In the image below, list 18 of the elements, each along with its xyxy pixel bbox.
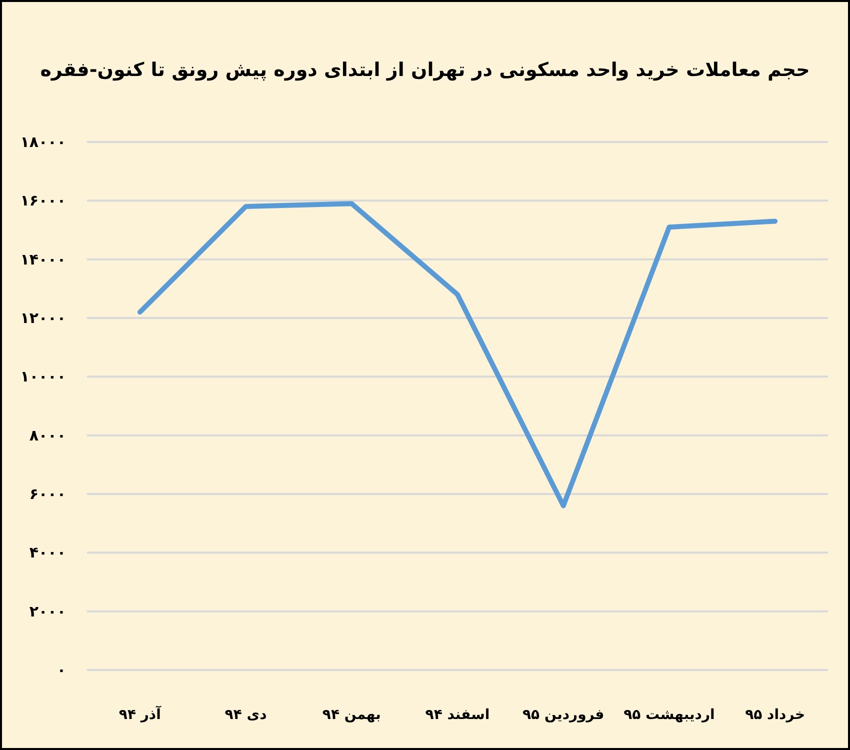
x-tick-label: اسفند ۹۴ (425, 707, 490, 723)
y-tick-label: ۴۰۰۰ (29, 544, 66, 562)
y-tick-label: ۲۰۰۰ (29, 602, 66, 620)
y-tick-label: ۸۰۰۰ (29, 426, 66, 444)
x-tick-label: خرداد ۹۵ (745, 707, 806, 723)
x-tick-label: فروردین ۹۵ (522, 707, 604, 723)
x-tick-label: بهمن ۹۴ (322, 707, 381, 723)
x-tick-label: دی ۹۴ (224, 707, 267, 723)
y-tick-label: ۶۰۰۰ (29, 485, 66, 503)
y-tick-label: ۰ (56, 661, 66, 679)
y-tick-label: ۱۶۰۰۰ (20, 192, 66, 210)
x-tick-label: اردیبهشت ۹۵ (624, 707, 715, 723)
y-tick-label: ۱۲۰۰۰ (20, 309, 66, 327)
chart-title: حجم معاملات خرید واحد مسکونی در تهران از ابتدای دوره پیش رونق تا کنون-فقره (40, 59, 810, 81)
x-tick-label: آذر ۹۴ (118, 705, 162, 723)
y-tick-label: ۱۴۰۰۰ (20, 250, 66, 268)
y-tick-label: ۱۰۰۰۰ (20, 368, 66, 386)
y-tick-label: ۱۸۰۰۰ (20, 133, 66, 151)
